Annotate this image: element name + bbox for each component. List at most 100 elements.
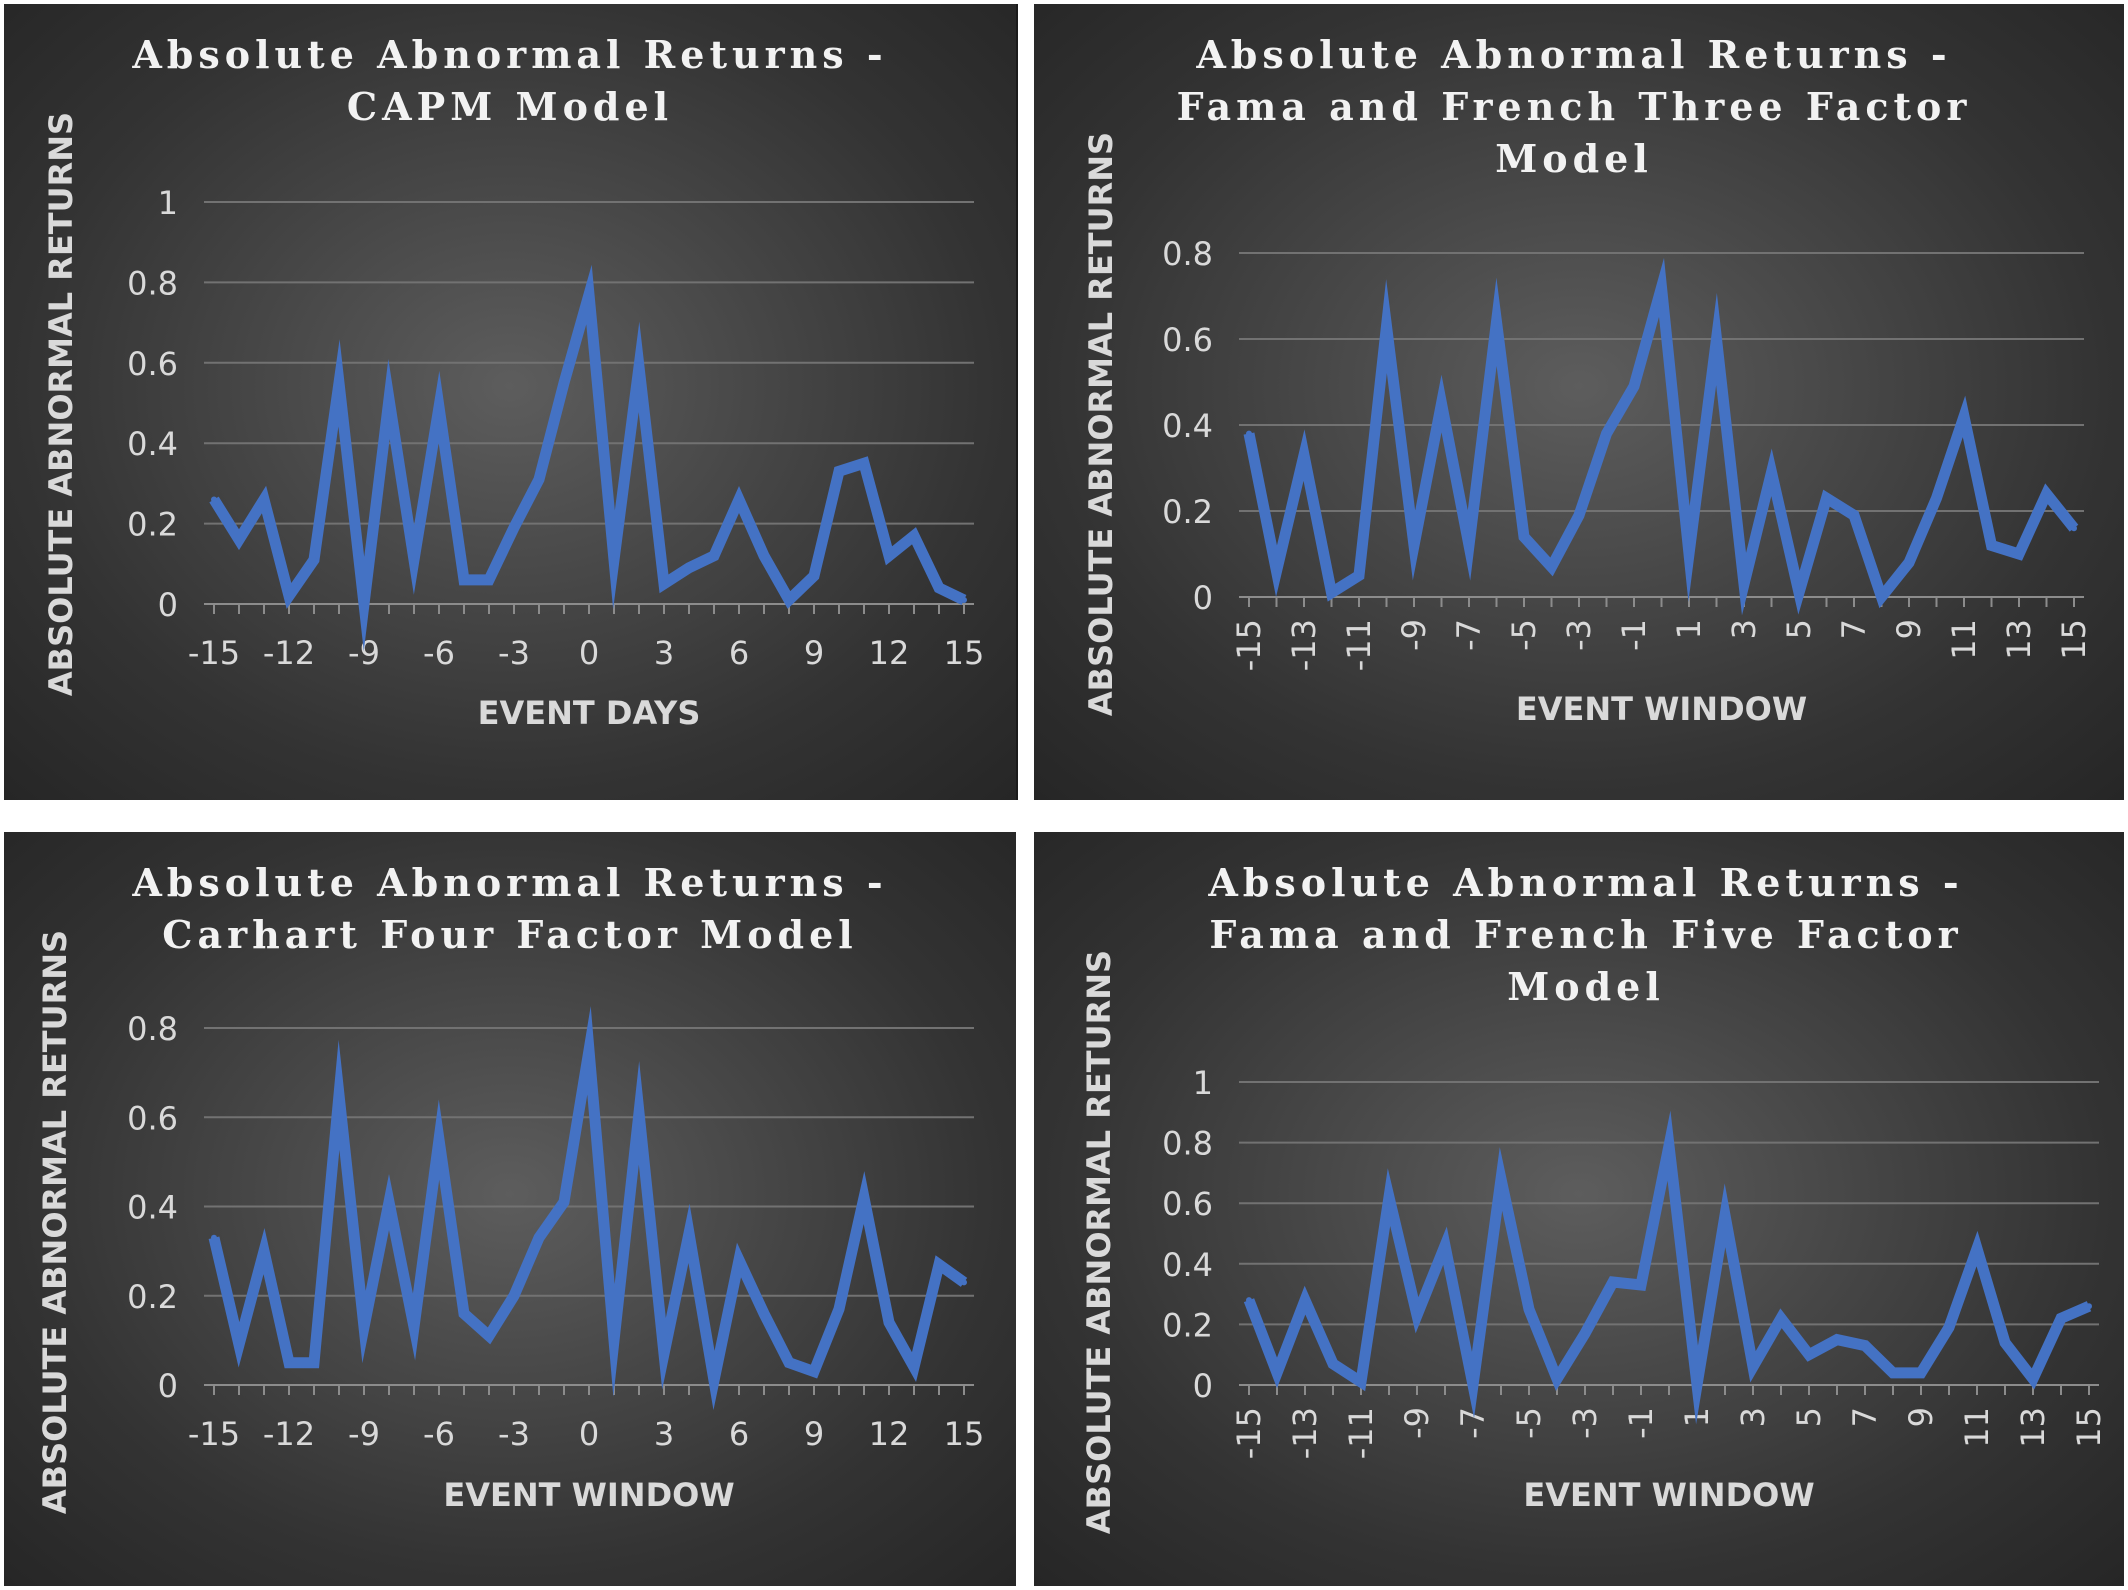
y-tick-label: 1 bbox=[158, 184, 178, 222]
x-tick-label: -9 bbox=[1395, 619, 1433, 651]
x-tick-label: 13 bbox=[2014, 1407, 2052, 1448]
data-point bbox=[636, 1109, 642, 1116]
chart-title-line: Absolute Abnormal Returns - bbox=[131, 32, 887, 77]
y-tick-label: 0 bbox=[1193, 1367, 1213, 1405]
x-tick-label: -13 bbox=[1286, 1407, 1324, 1459]
x-tick-label: 3 bbox=[1734, 1407, 1772, 1427]
data-point bbox=[311, 556, 317, 563]
y-tick-label: 0.2 bbox=[127, 506, 178, 544]
x-tick-label: -5 bbox=[1510, 1407, 1548, 1439]
data-point bbox=[2002, 1339, 2008, 1346]
data-point bbox=[261, 1248, 267, 1255]
x-tick-label: -1 bbox=[1615, 619, 1653, 651]
data-point bbox=[1890, 1369, 1896, 1376]
data-point bbox=[886, 1319, 892, 1326]
series-line bbox=[208, 1006, 968, 1411]
data-point bbox=[911, 1364, 917, 1371]
data-point bbox=[336, 1091, 342, 1098]
x-tick-label: -3 bbox=[1560, 619, 1598, 651]
x-axis-title: EVENT WINDOW bbox=[1516, 690, 1807, 728]
x-tick-label: 6 bbox=[729, 1415, 749, 1453]
data-point bbox=[611, 1337, 617, 1344]
data-point bbox=[1638, 1282, 1644, 1289]
x-tick-label: -6 bbox=[423, 634, 455, 672]
x-tick-label: -9 bbox=[348, 1415, 380, 1453]
data-point bbox=[1610, 1278, 1616, 1285]
ff5-chart: Absolute Abnormal Returns - Fama and Fren… bbox=[1080, 860, 2108, 1534]
data-point bbox=[1694, 1382, 1700, 1388]
data-point bbox=[911, 532, 917, 539]
data-point bbox=[436, 1136, 442, 1143]
data-point bbox=[736, 496, 742, 503]
data-point bbox=[836, 1306, 842, 1313]
x-tick-label: 7 bbox=[1835, 619, 1873, 639]
chart-title-line: Fama and French Three Factor bbox=[1177, 84, 1972, 129]
data-point bbox=[1658, 284, 1665, 291]
x-tick-label: 9 bbox=[804, 1415, 824, 1453]
data-point bbox=[1722, 1212, 1728, 1219]
chart-title-line: Absolute Abnormal Returns - bbox=[1195, 32, 1951, 77]
x-tick-label: -7 bbox=[1450, 619, 1488, 651]
y-tick-label: 0.2 bbox=[1162, 493, 1213, 531]
y-axis-title: ABSOLUTE ABNORMAL RETURNS bbox=[42, 112, 80, 696]
x-tick-label: -6 bbox=[423, 1415, 455, 1453]
x-tick-label: 11 bbox=[1958, 1407, 1996, 1448]
data-point bbox=[2043, 490, 2050, 497]
x-axis-title: EVENT WINDOW bbox=[1523, 1476, 1814, 1514]
data-point bbox=[1778, 1315, 1784, 1322]
data-point bbox=[1554, 1375, 1560, 1382]
data-point bbox=[1851, 512, 1857, 519]
data-point bbox=[1631, 383, 1637, 390]
data-point bbox=[511, 1292, 517, 1299]
x-tick-label: 15 bbox=[944, 634, 985, 672]
x-tick-label: -3 bbox=[498, 634, 530, 672]
chart-title-line: CAPM Model bbox=[347, 84, 673, 129]
data-point bbox=[1411, 542, 1417, 549]
data-point bbox=[1806, 1351, 1812, 1358]
x-tick-label: -1 bbox=[1622, 1407, 1660, 1439]
y-tick-label: 0.6 bbox=[127, 1099, 178, 1137]
data-point bbox=[711, 1377, 717, 1384]
y-tick-label: 0.8 bbox=[1162, 235, 1213, 273]
y-tick-label: 0 bbox=[1193, 579, 1213, 617]
y-tick-label: 0.8 bbox=[1162, 1125, 1213, 1163]
x-tick-label: 15 bbox=[944, 1415, 985, 1453]
ff3-chart: Absolute Abnormal Returns - Fama and Fren… bbox=[1082, 32, 2093, 728]
data-point bbox=[236, 1341, 242, 1348]
x-tick-label: 7 bbox=[1846, 1407, 1884, 1427]
data-point bbox=[211, 496, 217, 503]
x-tick-label: 6 bbox=[729, 634, 749, 672]
series-line bbox=[209, 264, 967, 652]
x-tick-label: 3 bbox=[654, 1415, 674, 1453]
x-tick-label: -11 bbox=[1340, 619, 1378, 671]
ff5-chart-panel: Absolute Abnormal Returns - Fama and Fren… bbox=[1034, 832, 2124, 1586]
chart-title-line: Absolute Abnormal Returns - bbox=[1207, 860, 1963, 905]
data-point bbox=[1918, 1369, 1924, 1376]
data-point bbox=[1301, 452, 1307, 459]
chart-title-line: Fama and French Five Factor bbox=[1209, 912, 1962, 957]
data-point bbox=[1686, 551, 1692, 557]
x-axis-title: EVENT WINDOW bbox=[443, 1476, 734, 1514]
x-tick-label: -12 bbox=[263, 1415, 315, 1453]
data-point bbox=[786, 596, 792, 603]
data-point bbox=[1466, 542, 1472, 549]
data-point bbox=[1906, 559, 1912, 566]
y-axis-title: ABSOLUTE ABNORMAL RETURNS bbox=[36, 930, 74, 1514]
data-point bbox=[511, 524, 517, 531]
x-tick-label: 5 bbox=[1790, 1407, 1828, 1427]
data-point bbox=[1246, 430, 1252, 437]
data-point bbox=[1582, 1330, 1588, 1337]
data-point bbox=[661, 1350, 667, 1357]
data-point bbox=[361, 601, 367, 607]
x-tick-label: 0 bbox=[579, 1415, 599, 1453]
data-point bbox=[1358, 1378, 1364, 1385]
x-tick-label: 15 bbox=[2070, 1407, 2108, 1448]
chart-title-line: Absolute Abnormal Returns - bbox=[131, 860, 887, 905]
data-point bbox=[611, 556, 617, 563]
x-tick-label: -15 bbox=[1230, 1407, 1268, 1459]
x-tick-label: -9 bbox=[1398, 1407, 1436, 1439]
data-point bbox=[411, 1323, 417, 1330]
y-tick-label: 0.4 bbox=[1162, 407, 1213, 445]
ff3-chart-panel: Absolute Abnormal Returns - Fama and Fren… bbox=[1034, 4, 2124, 800]
data-point bbox=[936, 1261, 942, 1268]
